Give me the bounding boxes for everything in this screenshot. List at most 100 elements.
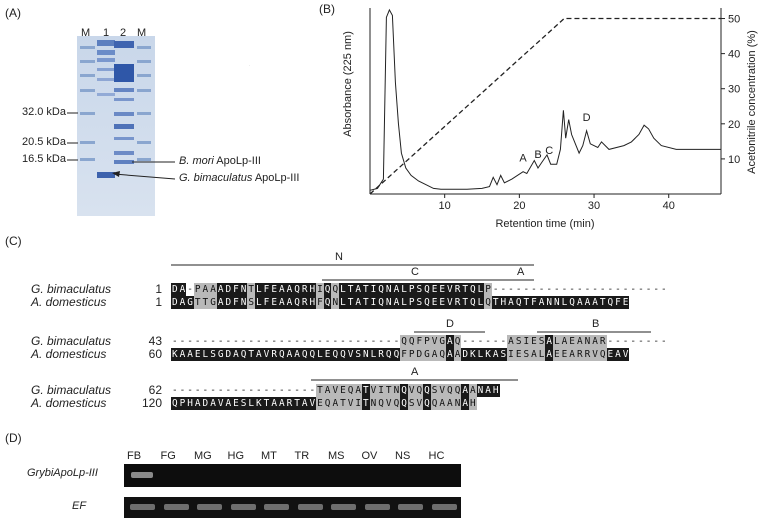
residue: Q	[423, 283, 431, 296]
residue: P	[193, 283, 202, 296]
residue: L	[476, 296, 485, 309]
gel-a-lane-m1-bands	[80, 46, 95, 161]
residue: V	[407, 384, 416, 397]
residue: -	[492, 336, 499, 347]
residue: V	[216, 397, 225, 410]
residue: E	[621, 296, 630, 309]
residue: A	[209, 283, 217, 296]
residue: -	[523, 284, 530, 295]
gel-a-lane-label: M	[137, 27, 147, 39]
gel-a-lane-label: 2	[120, 27, 127, 39]
residue: E	[316, 397, 324, 410]
species-name: B. mori	[179, 155, 214, 167]
residue: -	[469, 336, 476, 347]
x-tick-label: 30	[588, 200, 600, 212]
residue: E	[606, 348, 615, 361]
residue: -	[210, 385, 216, 396]
residue: T	[598, 296, 607, 309]
residue: -	[378, 336, 384, 347]
residue: G	[438, 335, 447, 348]
residue: A	[216, 283, 225, 296]
rtpcr-gel-2	[124, 497, 461, 518]
residue: -	[332, 336, 339, 347]
residue: -	[645, 336, 652, 347]
residue: G	[216, 348, 225, 361]
residue: L	[255, 283, 263, 296]
gel-band	[398, 504, 423, 510]
residue: R	[300, 283, 309, 296]
residue: A	[270, 397, 278, 410]
residue: A	[591, 296, 599, 309]
residue: E	[438, 296, 447, 309]
residue: K	[255, 397, 263, 410]
residue: N	[583, 335, 592, 348]
species-name: G. bimaculatus	[31, 334, 112, 348]
residue: A	[438, 397, 447, 410]
region-label-a: A	[517, 266, 525, 278]
residue: -	[278, 385, 285, 396]
residue: -	[599, 284, 606, 295]
residue: E	[323, 348, 332, 361]
residue: N	[369, 397, 378, 410]
residue: A	[591, 335, 599, 348]
residue: A	[392, 296, 401, 309]
residue: A	[545, 335, 554, 348]
residue: L	[201, 348, 210, 361]
residue: -	[638, 336, 644, 347]
gel-a-annotation-bmori: B. mori ApoLp-III	[179, 155, 261, 167]
residue: A	[255, 348, 263, 361]
residue: R	[598, 335, 607, 348]
residue: L	[339, 296, 347, 309]
residue: A	[209, 397, 217, 410]
x-tick-label: 20	[513, 200, 525, 212]
residue: A	[354, 296, 363, 309]
residue: A	[507, 296, 515, 309]
residue: A	[331, 397, 340, 410]
gel-d-lane-label: OV	[361, 450, 378, 462]
y2-tick-label: 30	[728, 84, 740, 96]
residue: F	[316, 296, 324, 309]
residue: Q	[293, 283, 301, 296]
residue: -	[294, 336, 300, 347]
gel-d-lane-label: MG	[194, 450, 212, 462]
residue: -	[615, 284, 621, 295]
gel-a-arrow-line-2	[113, 173, 176, 180]
region-label-n: N	[335, 251, 343, 263]
residue: -	[363, 336, 369, 347]
residue: N	[384, 283, 393, 296]
protein-name: ApoLp-III	[254, 172, 300, 184]
residue: Q	[331, 283, 340, 296]
residue: Q	[423, 397, 431, 410]
residue: N	[239, 283, 248, 296]
residue: D	[224, 296, 233, 309]
gel-d-lane-label: HC	[428, 450, 445, 462]
residue: F	[614, 296, 622, 309]
residue: T	[491, 296, 500, 309]
residue: T	[247, 348, 256, 361]
residue: -	[630, 284, 637, 295]
residue: A	[277, 296, 286, 309]
peak-label: D	[583, 112, 591, 124]
residue: Q	[384, 348, 393, 361]
gel-a-lane-1-bands	[97, 40, 115, 178]
y2-tick-label: 10	[728, 154, 740, 166]
residue: A	[430, 348, 439, 361]
residue: -	[202, 385, 209, 396]
residue: D	[171, 296, 179, 309]
residue: V	[346, 397, 355, 410]
residue: -	[217, 385, 224, 396]
residue: -	[546, 284, 553, 295]
seq-position: 120	[141, 396, 162, 410]
residue: D	[224, 283, 233, 296]
residue: A	[285, 348, 294, 361]
residue: T	[522, 296, 531, 309]
y2-tick-label: 50	[728, 14, 740, 26]
y2-tick-label: 20	[728, 119, 740, 131]
residue: V	[369, 384, 378, 397]
residue: V	[308, 397, 317, 410]
residue: -	[309, 385, 316, 396]
residue: E	[193, 348, 202, 361]
residue: -	[584, 284, 591, 295]
